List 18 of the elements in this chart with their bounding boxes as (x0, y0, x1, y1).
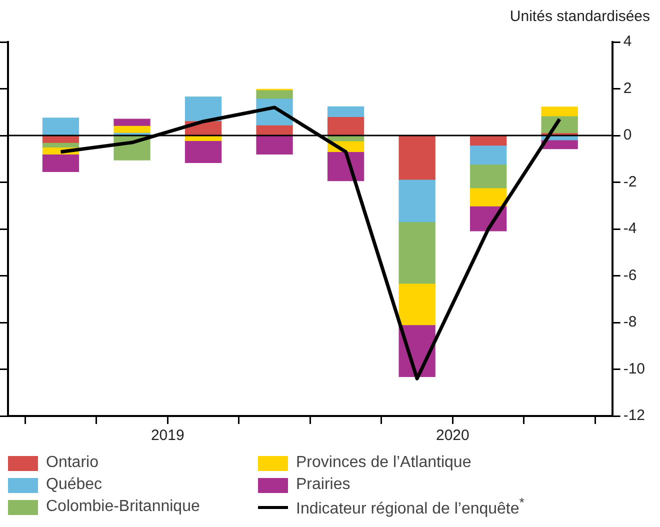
y-tick-label: -10 (623, 360, 646, 378)
y-tick-label: 4 (623, 33, 632, 50)
legend-label: Indicateur régional de l’enquête$^{*}$ (296, 495, 524, 519)
legend-label: Colombie-Britannique (46, 498, 200, 516)
x-tick-label: 2019 (150, 427, 184, 444)
y-tick-label: -12 (623, 407, 646, 424)
y-axis-title: Unités standardisées (508, 8, 651, 27)
legend-label: Ontario (46, 454, 98, 472)
legend-label: Prairies (296, 476, 350, 494)
y-tick-label: -2 (623, 173, 637, 190)
y-tick-label: -8 (623, 314, 637, 331)
y-tick-label: 2 (623, 80, 632, 97)
y-tick-label: 0 (623, 126, 632, 144)
legend-label: Québec (46, 476, 102, 494)
legend-label: Provinces de l’Atlantique (296, 454, 472, 472)
x-tick-label: 2020 (436, 427, 470, 444)
y-tick-label: -6 (623, 266, 637, 284)
y-tick-label: -4 (623, 220, 637, 238)
